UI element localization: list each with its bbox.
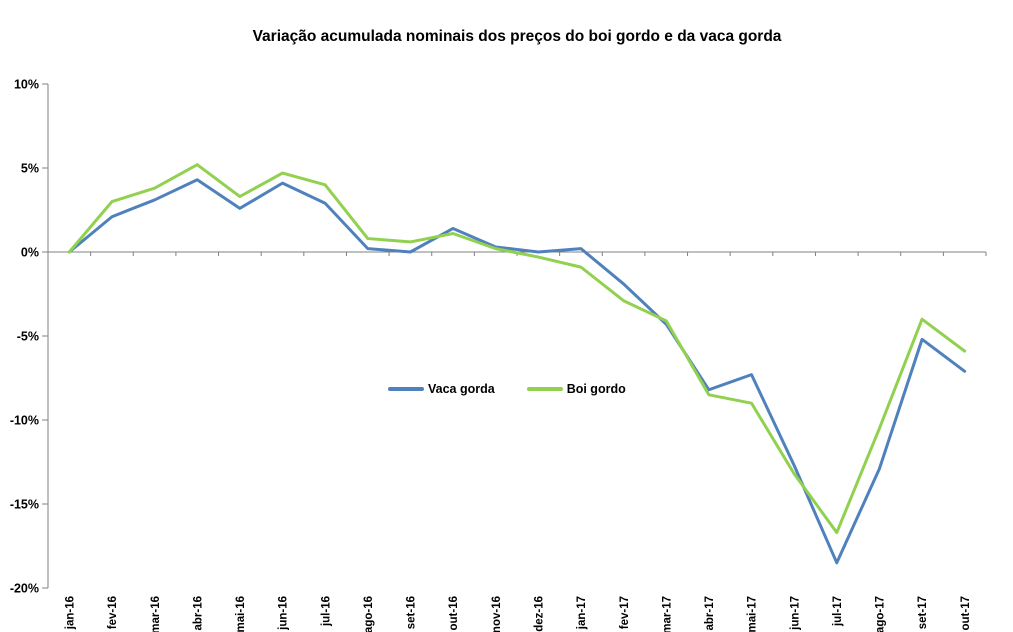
y-axis-label: -5% [17, 330, 39, 344]
legend-item-boi-gordo: Boi gordo [526, 382, 626, 396]
legend-item-vaca-gorda: Vaca gorda [388, 382, 495, 396]
x-axis-label: ago-17 [875, 596, 887, 632]
x-axis-label: nov-16 [491, 596, 503, 632]
y-axis-label: 5% [21, 162, 39, 176]
legend: Vaca gorda Boi gordo [388, 382, 626, 396]
y-axis-label: 10% [14, 78, 39, 92]
series-line-vaca-gorda [67, 178, 967, 565]
x-axis-label: jul-16 [320, 596, 332, 627]
x-axis-label: mar-17 [661, 596, 673, 632]
series-line-boi-gordo [67, 163, 967, 535]
x-axis-label: abr-16 [192, 596, 204, 631]
x-axis-label: jun-16 [278, 596, 290, 631]
x-axis-label: set-16 [406, 596, 418, 629]
x-axis-label: mai-17 [747, 596, 759, 632]
x-axis-label: dez-16 [534, 596, 546, 632]
y-axis-label: -20% [10, 582, 39, 596]
x-axis-label: jan-16 [65, 596, 77, 630]
x-axis-label: out-17 [960, 596, 972, 631]
y-axis-label: 0% [21, 246, 39, 260]
x-axis-label: jan-17 [576, 596, 588, 630]
y-axis-label: -15% [10, 498, 39, 512]
x-axis-label: mai-16 [235, 596, 247, 632]
boi-gordo-line-swatch-icon [526, 387, 563, 391]
x-axis-label: jul-17 [832, 596, 844, 627]
x-axis-label: fev-16 [107, 596, 119, 629]
x-axis-label: ago-16 [363, 596, 375, 632]
legend-label-boi-gordo: Boi gordo [566, 382, 626, 396]
y-axis-label: -10% [10, 414, 39, 428]
x-axis-label: abr-17 [704, 596, 716, 631]
x-axis-label: jun-17 [789, 596, 801, 631]
chart-title: Variação acumulada nominais dos preços d… [252, 28, 782, 45]
x-axis-label: fev-17 [619, 596, 631, 629]
x-axis-label: set-17 [917, 596, 929, 629]
vaca-gorda-line-swatch-icon [388, 387, 424, 391]
legend-label-vaca-gorda: Vaca gorda [428, 382, 495, 396]
x-axis-label: mar-16 [150, 596, 162, 632]
x-axis-label: out-16 [448, 596, 460, 631]
